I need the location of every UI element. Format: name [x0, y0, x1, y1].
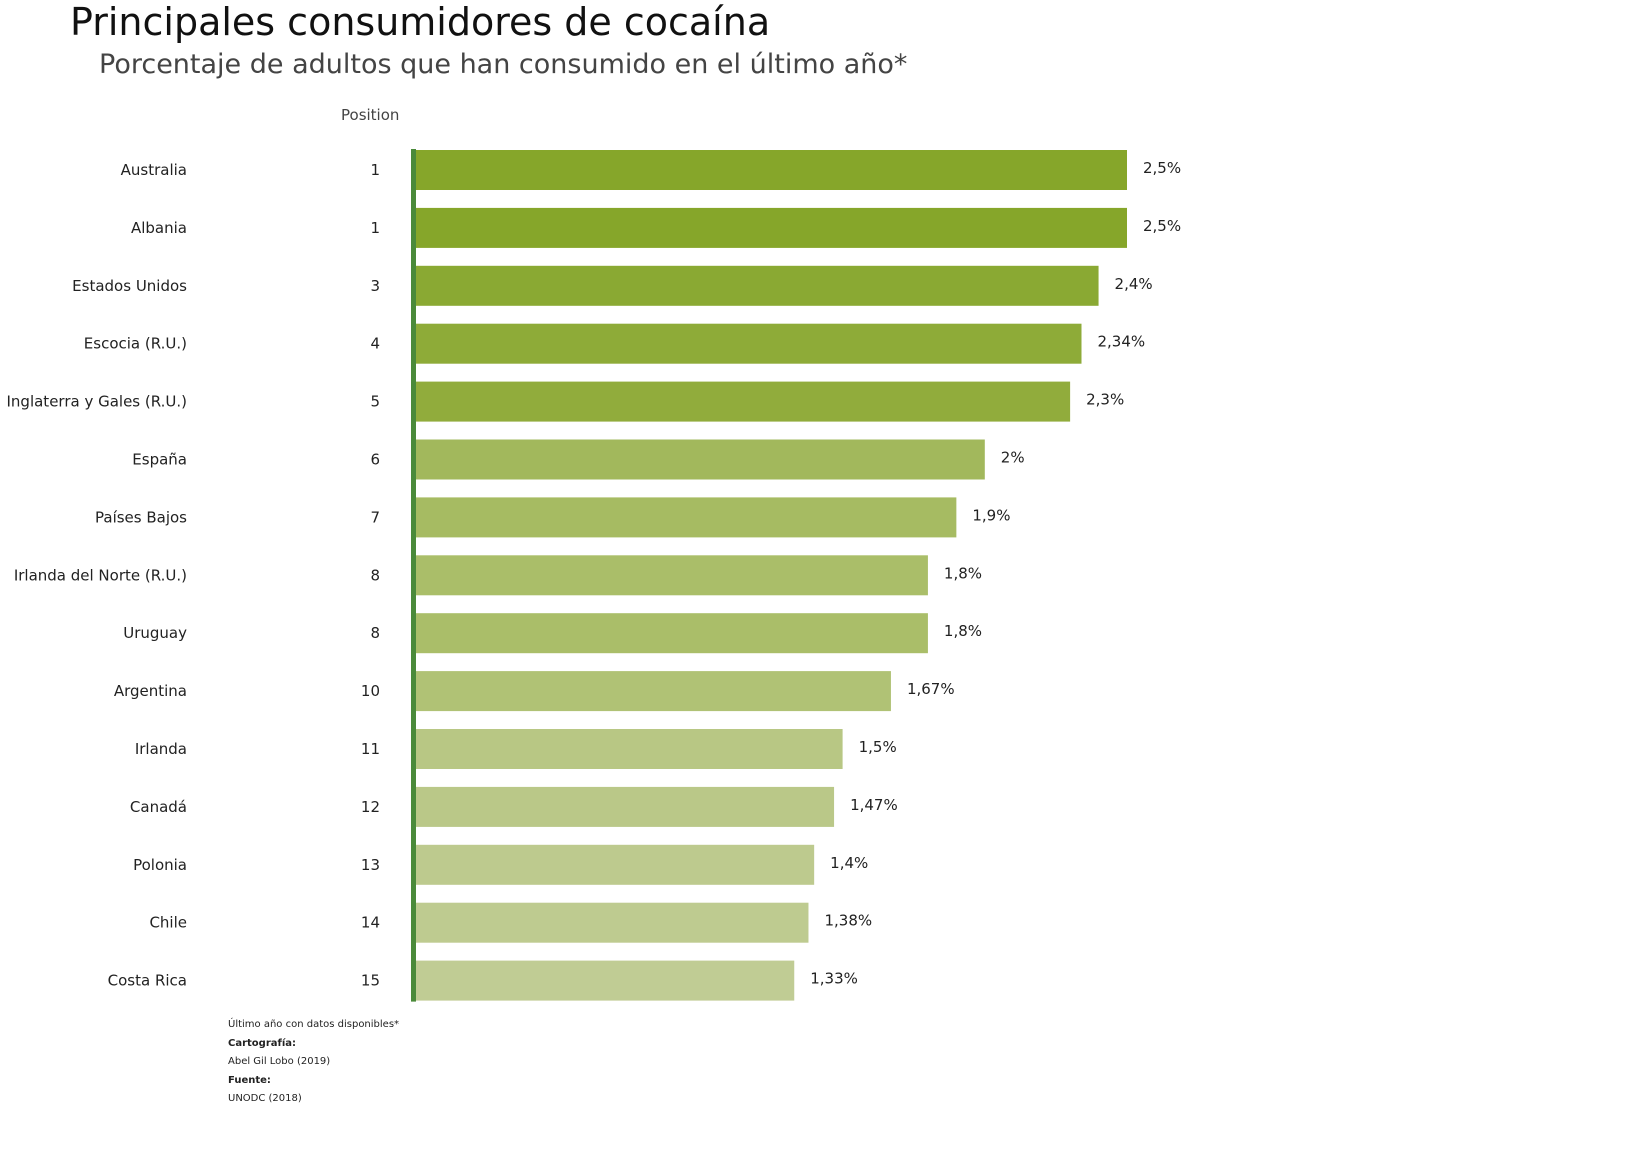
value-label: 1,47% [850, 796, 898, 814]
position-label: 1 [370, 161, 380, 179]
position-label: 14 [361, 914, 380, 932]
category-label: Chile [149, 914, 187, 932]
footnote: Último año con datos disponibles* [228, 1019, 400, 1030]
category-label: Escocia (R.U.) [84, 335, 187, 353]
cartography-credit: Abel Gil Lobo (2019) [228, 1056, 331, 1067]
category-label: Argentina [114, 682, 187, 700]
bar [416, 671, 891, 712]
category-label: Canadá [130, 798, 187, 816]
bar [416, 960, 795, 1001]
category-label: Polonia [133, 856, 187, 874]
category-label: Irlanda [135, 740, 187, 758]
bar [416, 786, 835, 827]
category-label: Países Bajos [95, 508, 187, 526]
bar [416, 150, 1127, 190]
value-label: 2,34% [1097, 333, 1145, 351]
bar [416, 729, 843, 769]
chart-title: Principales consumidores de cocaína [70, 0, 771, 44]
value-label: 1,38% [824, 912, 872, 930]
value-label: 1,33% [810, 970, 858, 988]
position-header: Position [341, 106, 400, 124]
chart-subtitle: Porcentaje de adultos que han consumido … [99, 49, 908, 80]
position-label: 8 [370, 624, 380, 642]
category-label: Estados Unidos [72, 277, 187, 295]
position-label: 3 [370, 277, 380, 295]
position-label: 4 [370, 335, 380, 353]
bar [416, 497, 957, 538]
bar [416, 844, 815, 885]
value-label: 1,4% [830, 854, 868, 872]
category-label: Costa Rica [108, 972, 187, 990]
category-label: Albania [131, 219, 187, 237]
position-label: 1 [370, 219, 380, 237]
bar [416, 381, 1071, 422]
category-label: Inglaterra y Gales (R.U.) [7, 393, 188, 411]
category-label: España [132, 451, 187, 469]
position-label: 8 [370, 566, 380, 584]
bar [416, 902, 809, 943]
bar [416, 555, 928, 596]
value-label: 2,3% [1086, 391, 1124, 409]
value-label: 2,5% [1143, 159, 1181, 177]
bar [416, 207, 1127, 248]
position-label: 12 [361, 798, 380, 816]
category-label: Australia [121, 161, 187, 179]
bar [416, 613, 928, 654]
category-label: Uruguay [123, 624, 187, 642]
bar [416, 439, 985, 480]
position-label: 15 [361, 972, 380, 990]
value-label: 2,5% [1143, 217, 1181, 235]
position-label: 10 [361, 682, 380, 700]
category-label: Irlanda del Norte (R.U.) [14, 566, 187, 584]
position-label: 7 [370, 508, 380, 526]
source-credit: UNODC (2018) [228, 1093, 302, 1104]
position-label: 5 [370, 393, 380, 411]
source-label: Fuente: [228, 1075, 271, 1086]
bar [416, 265, 1099, 306]
value-label: 1,8% [944, 622, 982, 640]
value-label: 2% [1001, 449, 1025, 467]
position-label: 13 [361, 856, 380, 874]
position-label: 6 [370, 451, 380, 469]
value-label: 2,4% [1115, 275, 1153, 293]
value-label: 1,67% [907, 680, 955, 698]
value-label: 1,9% [972, 506, 1010, 524]
cartography-label: Cartografía: [228, 1038, 297, 1049]
position-label: 11 [361, 740, 380, 758]
y-axis-line [411, 149, 416, 1002]
value-label: 1,5% [859, 738, 897, 756]
bar [416, 323, 1082, 364]
value-label: 1,8% [944, 564, 982, 582]
